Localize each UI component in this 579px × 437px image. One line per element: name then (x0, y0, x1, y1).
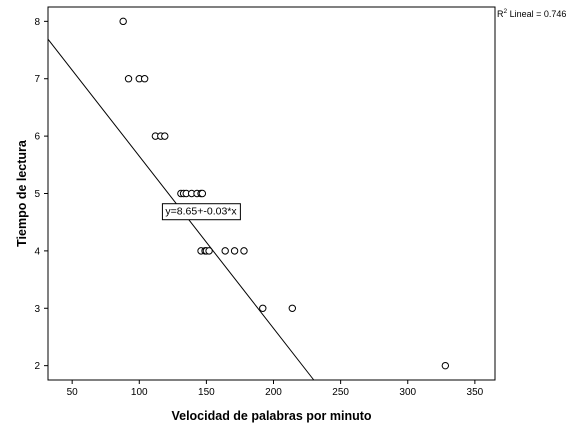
data-point (288, 304, 297, 312)
data-point (259, 304, 267, 312)
r-squared-value: Lineal = 0.746 (507, 9, 566, 19)
plot-area-frame (47, 6, 496, 381)
data-point (198, 189, 207, 198)
x-tick-label: 300 (399, 387, 416, 398)
y-tick-label: 4 (34, 246, 40, 257)
y-tick-label: 2 (34, 361, 40, 372)
y-tick-label: 3 (34, 304, 40, 315)
x-tick-label: 50 (67, 387, 79, 398)
data-point (124, 75, 133, 83)
equation-label-text: y=8.65+-0.03*x (165, 206, 237, 218)
y-axis-title: Tiempo de lectura (15, 139, 29, 247)
data-points (119, 17, 450, 370)
data-point (205, 247, 213, 255)
x-tick-label: 200 (265, 387, 282, 398)
y-tick-label: 8 (34, 17, 40, 28)
data-point (140, 75, 149, 83)
data-point (221, 247, 229, 255)
x-axis-title: Velocidad de palabras por minuto (171, 409, 371, 423)
data-point (161, 132, 169, 140)
data-point (119, 17, 127, 26)
x-axis-ticks: 50 100 150 200 250 300 350 (67, 380, 484, 398)
x-tick-label: 250 (332, 387, 349, 398)
r-squared-label: R2 Lineal = 0.746 (497, 8, 566, 19)
r-squared-superscript: 2 (504, 8, 508, 15)
x-tick-label: 350 (467, 387, 484, 398)
x-tick-label: 150 (198, 387, 215, 398)
data-point (240, 247, 248, 255)
equation-label: y=8.65+-0.03*x (161, 203, 241, 221)
y-tick-label: 6 (34, 132, 40, 143)
y-tick-label: 7 (34, 74, 40, 85)
x-tick-label: 100 (131, 387, 148, 398)
data-point (441, 361, 450, 370)
equation-label-box (161, 203, 241, 221)
y-tick-label: 5 (34, 189, 40, 200)
r-squared-prefix: R (497, 9, 504, 19)
data-point (230, 247, 239, 255)
y-axis-ticks: 2 3 4 5 6 7 8 (34, 17, 48, 372)
